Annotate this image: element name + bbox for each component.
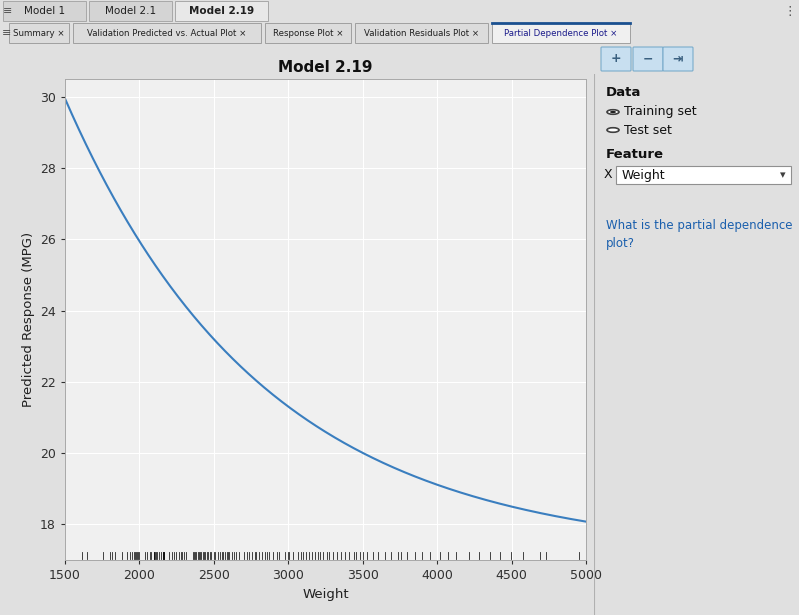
FancyBboxPatch shape [9, 23, 69, 43]
FancyBboxPatch shape [601, 47, 631, 71]
Text: Test set: Test set [624, 124, 672, 137]
Text: Model 1: Model 1 [24, 6, 65, 16]
Text: Data: Data [606, 85, 642, 98]
Y-axis label: Predicted Response (MPG): Predicted Response (MPG) [22, 232, 34, 407]
Text: ≡: ≡ [3, 6, 12, 16]
Text: +: + [610, 52, 622, 66]
FancyBboxPatch shape [89, 1, 172, 21]
Text: Validation Predicted vs. Actual Plot ×: Validation Predicted vs. Actual Plot × [87, 29, 247, 38]
Ellipse shape [607, 128, 619, 132]
Text: ⋮: ⋮ [784, 4, 796, 17]
Text: What is the partial dependence
plot?: What is the partial dependence plot? [606, 219, 793, 250]
FancyBboxPatch shape [492, 23, 630, 43]
Text: −: − [642, 52, 654, 66]
Title: Model 2.19: Model 2.19 [278, 60, 373, 75]
FancyBboxPatch shape [3, 1, 86, 21]
FancyBboxPatch shape [355, 23, 488, 43]
Text: X: X [604, 167, 613, 180]
Text: Validation Residuals Plot ×: Validation Residuals Plot × [364, 29, 479, 38]
Text: Response Plot ×: Response Plot × [272, 29, 344, 38]
FancyBboxPatch shape [73, 23, 261, 43]
Text: Model 2.19: Model 2.19 [189, 6, 254, 16]
Ellipse shape [607, 109, 619, 114]
Ellipse shape [610, 111, 616, 113]
Text: ≡: ≡ [2, 28, 11, 38]
FancyBboxPatch shape [616, 166, 791, 184]
Text: Partial Dependence Plot ×: Partial Dependence Plot × [504, 29, 618, 38]
Text: ▾: ▾ [780, 170, 785, 180]
Text: Summary ×: Summary × [14, 29, 65, 38]
Text: Model 2.1: Model 2.1 [105, 6, 156, 16]
FancyBboxPatch shape [175, 1, 268, 21]
X-axis label: Weight: Weight [302, 587, 349, 601]
Text: Weight: Weight [622, 169, 666, 181]
FancyBboxPatch shape [265, 23, 351, 43]
Text: Training set: Training set [624, 106, 697, 119]
FancyBboxPatch shape [633, 47, 663, 71]
FancyBboxPatch shape [663, 47, 693, 71]
Text: Feature: Feature [606, 148, 664, 161]
Text: ⇥: ⇥ [673, 52, 683, 66]
